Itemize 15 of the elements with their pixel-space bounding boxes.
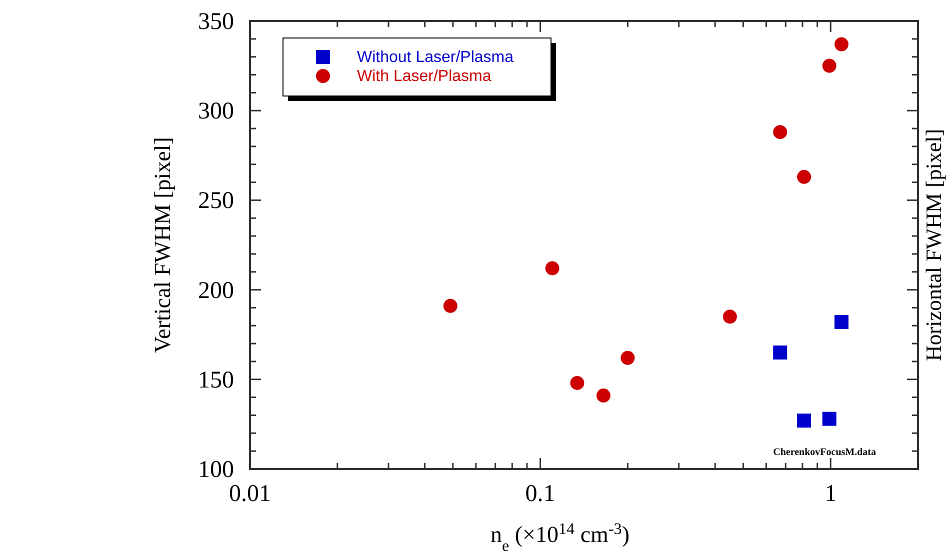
y-tick-label: 250	[198, 188, 234, 214]
y-tick-label: 300	[198, 98, 234, 125]
x-axis-title: n$_{e}$ (×10$^{14}$ cm$^{-3}$)	[490, 520, 630, 551]
y-tick-label: 100	[198, 457, 234, 483]
y-tick-label: 350	[198, 9, 234, 35]
x-tick-label: 1	[824, 481, 837, 507]
y-tick-label: 200	[198, 278, 234, 304]
y-tick-label: 150	[198, 367, 234, 394]
y2-axis-title: Horizontal FWHM [pixel]	[921, 128, 946, 362]
y-axis-title: Vertical FWHM [pixel]	[150, 137, 175, 353]
x-tick-label: 0.1	[525, 481, 556, 507]
legend-label: Without Laser/Plasma	[357, 49, 514, 66]
x-tick-label: 0.01	[229, 481, 271, 507]
legend-label: With Laser/Plasma	[357, 68, 492, 85]
annotation: CherenkovFocusM.data	[773, 447, 876, 458]
